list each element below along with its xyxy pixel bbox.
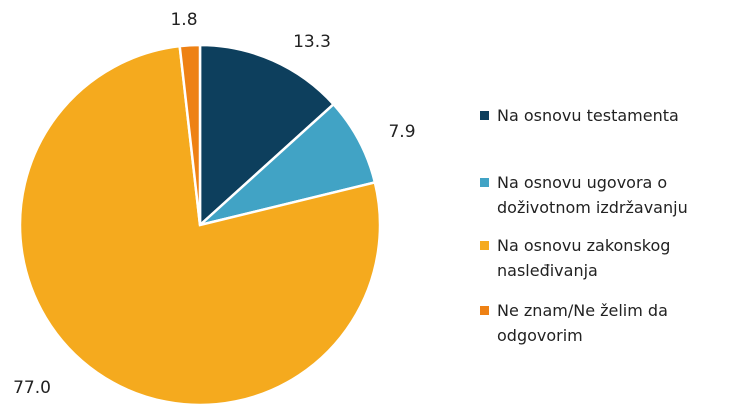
legend-entry: Na osnovu testamenta: [480, 103, 720, 128]
data-label: 77.0: [13, 378, 51, 398]
legend-swatch: [480, 111, 489, 120]
legend-entry: Na osnovu ugovora o doživotnom izdržavan…: [480, 170, 720, 220]
legend-entry: Ne znam/Ne želim da odgovorim: [480, 298, 720, 348]
pie-slice: [18, 44, 382, 405]
legend-label: Na osnovu zakonskog nasleđivanja: [497, 236, 671, 280]
pie-slice: [198, 43, 336, 228]
data-label: 1.8: [170, 10, 197, 30]
legend-swatch: [480, 306, 489, 315]
legend-label: Na osnovu ugovora o doživotnom izdržavan…: [497, 173, 688, 217]
data-label: 13.3: [293, 32, 331, 52]
pie-slice: [178, 43, 202, 226]
legend-swatch: [480, 178, 489, 187]
data-label: 7.9: [388, 122, 415, 142]
legend-entry: Na osnovu zakonskog nasleđivanja: [480, 233, 720, 283]
legend-label: Na osnovu testamenta: [497, 106, 679, 125]
legend-label: Ne znam/Ne želim da odgovorim: [497, 301, 668, 345]
legend-swatch: [480, 241, 489, 250]
